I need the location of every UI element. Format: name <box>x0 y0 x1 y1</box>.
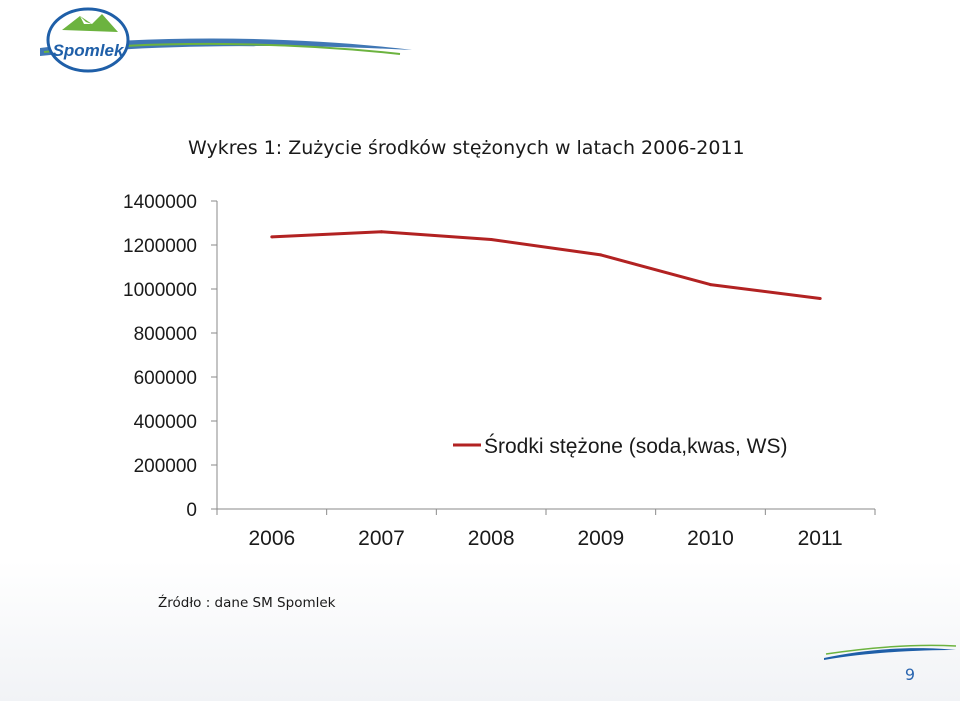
spomlek-logo: Spomlek <box>40 7 412 73</box>
y-tick-label: 0 <box>186 500 197 521</box>
y-tick-label: 600000 <box>134 368 197 389</box>
data-point <box>818 296 822 300</box>
y-tick-label: 400000 <box>134 412 197 433</box>
source-note: Źródło : dane SM Spomlek <box>158 595 336 611</box>
x-tick-label: 2009 <box>577 527 624 550</box>
data-point <box>709 283 712 287</box>
page-number: 9 <box>904 665 916 684</box>
y-axis-ticks: 0 200000 400000 600000 800000 1000000 1200000 1… <box>123 192 217 521</box>
data-point <box>599 253 603 257</box>
y-tick-label: 1200000 <box>123 236 197 257</box>
y-tick-label: 800000 <box>134 324 197 345</box>
x-tick-label: 2010 <box>687 527 734 550</box>
y-tick-label: 1000000 <box>123 280 197 301</box>
series-line <box>271 230 821 300</box>
y-tick-label: 200000 <box>134 456 197 477</box>
chart-title: Wykres 1: Zużycie środków stężonych w la… <box>188 137 745 159</box>
x-axis-ticks: 2006 2007 2008 2009 2010 2011 <box>216 509 876 550</box>
series-group <box>270 230 822 300</box>
legend: Środki stężone (soda,kwas, WS) <box>453 434 787 458</box>
legend-label: Środki stężone (soda,kwas, WS) <box>484 434 787 458</box>
y-tick-label: 1400000 <box>123 192 197 213</box>
data-point <box>270 235 274 239</box>
x-tick-label: 2006 <box>248 527 295 550</box>
data-point <box>489 238 493 241</box>
logo-text: Spomlek <box>53 41 125 60</box>
data-point <box>380 230 383 234</box>
slide-background-band <box>0 560 960 701</box>
page-swoosh-decoration <box>824 644 957 660</box>
x-tick-label: 2007 <box>358 527 405 550</box>
x-tick-label: 2011 <box>798 527 843 550</box>
x-tick-label: 2008 <box>468 527 515 550</box>
